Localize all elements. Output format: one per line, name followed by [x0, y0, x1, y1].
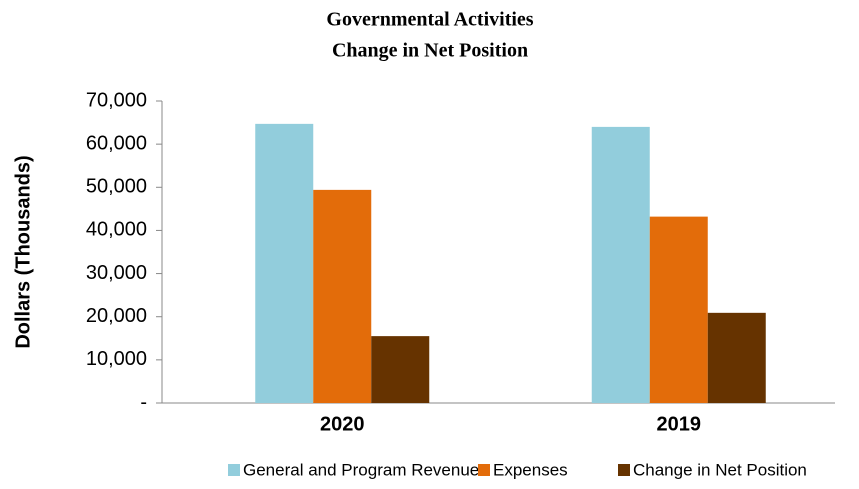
legend-label: Change in Net Position — [633, 460, 807, 479]
y-tick-label: 40,000 — [86, 219, 147, 241]
y-axis-label: Dollars (Thousands) — [12, 155, 34, 348]
x-tick-label: 2019 — [657, 413, 702, 435]
legend-label: General and Program Revenues — [243, 460, 488, 479]
y-tick-label: 50,000 — [86, 176, 147, 198]
y-tick-label: 10,000 — [86, 348, 147, 370]
legend-swatch — [618, 464, 630, 476]
y-tick-label: 30,000 — [86, 262, 147, 284]
y-tick-label: 20,000 — [86, 305, 147, 327]
bar — [255, 123, 314, 403]
bar — [649, 216, 708, 403]
bar — [707, 312, 766, 403]
legend-swatch — [478, 464, 490, 476]
y-tick-label: 70,000 — [86, 89, 147, 111]
y-tick-label: 60,000 — [86, 132, 147, 154]
y-tick-label: - — [140, 391, 147, 413]
chart-title: Governmental Activities — [326, 9, 533, 31]
x-tick-label: 2020 — [320, 413, 365, 435]
chart-subtitle: Change in Net Position — [332, 40, 528, 62]
bar — [591, 126, 650, 403]
legend-label: Expenses — [493, 460, 568, 479]
legend-swatch — [228, 464, 240, 476]
bar — [313, 189, 372, 403]
bar — [371, 336, 430, 403]
